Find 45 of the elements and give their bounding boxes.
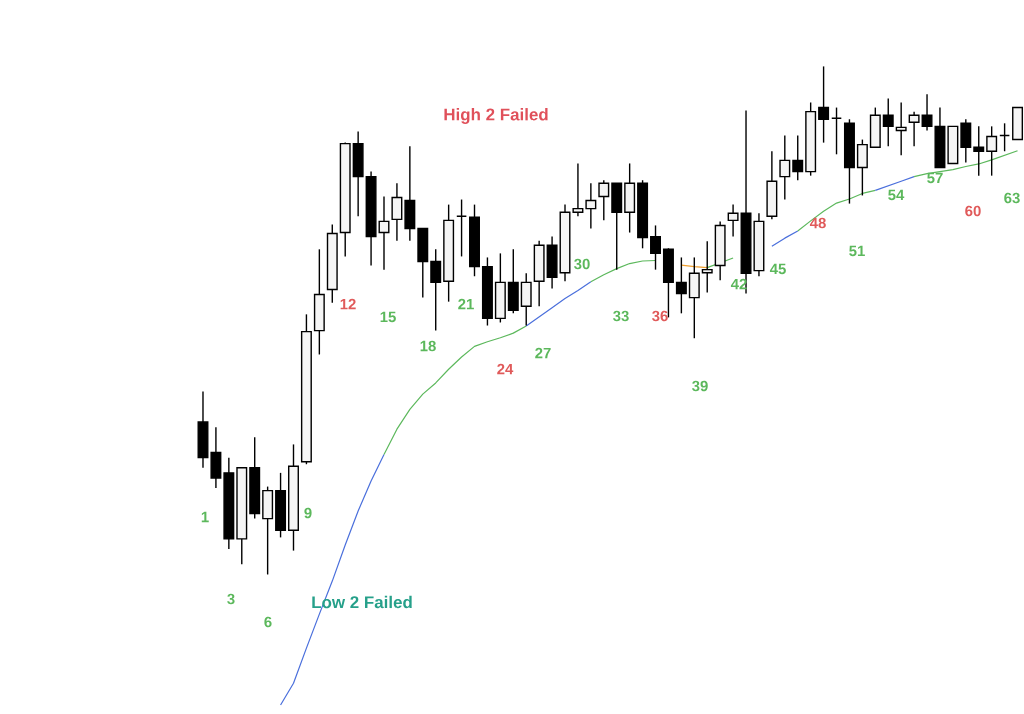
annotation: 36 [652, 310, 668, 322]
candlestick [779, 134, 791, 201]
annotation: 63 [1004, 192, 1020, 204]
annotation: 60 [965, 205, 981, 217]
candlestick [727, 203, 739, 238]
annotation: 9 [304, 507, 312, 519]
annotation: 48 [809, 217, 826, 229]
annotation: 12 [340, 298, 356, 310]
candlestick [650, 224, 661, 271]
candlestick [572, 162, 584, 217]
candlestick [831, 106, 843, 156]
annotation: High 2 Failed [444, 108, 548, 124]
candlestick [818, 65, 830, 144]
annotation: 24 [497, 363, 514, 375]
text: 3 [227, 593, 235, 605]
annotation: 15 [380, 311, 396, 323]
candlestick [675, 256, 687, 315]
annotation: 51 [849, 245, 865, 257]
candlestick [520, 272, 532, 327]
candlestick [598, 179, 610, 222]
candlestick [585, 182, 597, 230]
annotation: 57 [927, 172, 943, 184]
text: 6 [264, 616, 272, 628]
candlestick [986, 125, 998, 177]
annotation: 33 [613, 310, 629, 322]
candlestick [792, 134, 804, 181]
annotation: 1 [201, 511, 209, 523]
annotation: 21 [458, 298, 474, 310]
candlestick [701, 240, 713, 294]
annotation: 45 [769, 263, 786, 275]
annotation: 30 [574, 258, 590, 270]
candlestick [391, 182, 403, 242]
candlestick [999, 122, 1011, 152]
candlestick [430, 248, 442, 332]
candlestick [973, 125, 985, 177]
annotation: 39 [692, 380, 708, 392]
candlestick [895, 101, 907, 157]
candlestick [856, 138, 868, 197]
candlestick [882, 97, 894, 147]
candlestick [960, 118, 972, 164]
candlestick [908, 110, 920, 147]
annotation: 54 [888, 189, 905, 201]
candlestick [456, 198, 468, 258]
annotation: 18 [420, 340, 436, 352]
annotation: 27 [535, 347, 551, 359]
